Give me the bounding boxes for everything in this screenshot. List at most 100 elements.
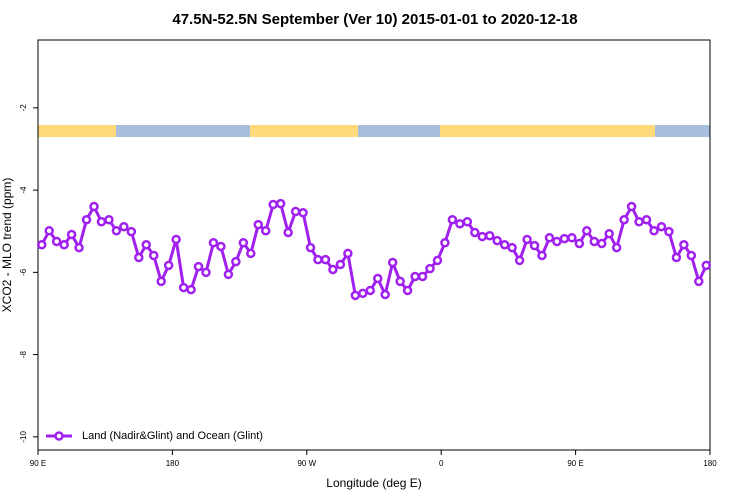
data-point — [89, 201, 99, 212]
data-point — [320, 254, 331, 265]
data-point — [425, 263, 435, 274]
data-point — [656, 221, 667, 232]
data-point — [186, 284, 196, 295]
data-point — [178, 282, 189, 293]
data-point — [81, 214, 92, 225]
data-point — [462, 217, 473, 227]
y-tick-label: -2 — [19, 104, 28, 112]
data-point — [701, 260, 712, 271]
data-point — [604, 228, 614, 239]
data-point — [358, 288, 368, 299]
data-point — [246, 248, 256, 259]
data-point — [544, 233, 555, 243]
data-point — [104, 214, 114, 225]
y-tick-label: -10 — [19, 431, 28, 443]
data-point — [335, 259, 346, 270]
land-band — [440, 125, 655, 137]
data-point — [455, 219, 465, 229]
data-point — [380, 289, 390, 300]
data-point — [163, 260, 174, 271]
data-point — [126, 226, 137, 237]
data-point — [417, 271, 428, 282]
x-tick-label: 90 W — [297, 459, 316, 468]
data-point — [582, 226, 592, 236]
data-point — [51, 236, 62, 247]
x-tick-label: 90 E — [567, 459, 583, 468]
data-point — [395, 276, 405, 287]
data-point — [619, 214, 629, 225]
data-point — [238, 237, 249, 248]
data-point — [290, 206, 301, 217]
data-point — [410, 271, 420, 282]
x-tick-label: 0 — [439, 459, 444, 468]
data-point — [141, 240, 152, 250]
data-point — [447, 214, 458, 225]
data-point — [171, 234, 181, 245]
data-point — [328, 264, 338, 275]
legend-marker — [54, 431, 64, 441]
data-point — [305, 242, 316, 253]
chart-title: 47.5N-52.5N September (Ver 10) 2015-01-0… — [172, 11, 577, 28]
data-point — [522, 234, 532, 245]
y-tick-label: -6 — [19, 268, 28, 276]
data-point — [559, 233, 570, 244]
land-band — [250, 125, 358, 137]
data-point — [552, 236, 562, 247]
data-point — [507, 242, 517, 253]
data-point — [111, 226, 122, 236]
data-point — [343, 248, 353, 259]
data-point — [275, 198, 286, 209]
data-point — [156, 276, 166, 287]
land-band — [38, 125, 116, 137]
data-point — [514, 255, 525, 266]
x-tick-label: 180 — [703, 459, 717, 468]
data-point — [492, 235, 502, 246]
data-point — [66, 229, 77, 240]
data-point — [119, 221, 129, 232]
data-point — [634, 217, 644, 227]
legend-label: Land (Nadir&Glint) and Ocean (Glint) — [82, 430, 263, 442]
data-point — [350, 290, 361, 301]
data-point — [208, 237, 219, 248]
data-point — [36, 240, 47, 250]
data-point — [574, 238, 585, 249]
data-point — [193, 261, 204, 272]
land-ocean-strip — [38, 125, 710, 137]
data-point — [96, 217, 107, 227]
data-point — [694, 276, 704, 287]
data-point — [484, 230, 495, 241]
data-point — [201, 267, 211, 278]
data-point — [44, 226, 54, 236]
data-point — [59, 240, 69, 250]
data-point — [283, 227, 293, 238]
data-point — [626, 201, 637, 212]
data-point — [641, 214, 652, 225]
data-point — [477, 231, 488, 242]
data-point — [440, 237, 450, 248]
data-point — [223, 269, 234, 280]
x-tick-label: 90 E — [30, 459, 46, 468]
data-point — [216, 241, 226, 252]
data-point — [253, 219, 264, 230]
data-point — [686, 250, 697, 261]
data-point — [567, 233, 577, 243]
y-tick-label: -4 — [19, 186, 28, 194]
data-point — [649, 226, 659, 236]
data-point — [499, 240, 510, 250]
data-point — [365, 285, 376, 296]
data-point — [596, 238, 607, 249]
data-point — [268, 199, 278, 210]
x-axis-label: Longitude (deg E) — [326, 476, 421, 490]
data-point — [537, 250, 547, 261]
data-point — [402, 285, 413, 296]
data-point — [74, 242, 84, 253]
data-point — [679, 240, 689, 250]
x-tick-label: 180 — [166, 459, 180, 468]
data-point — [611, 242, 622, 253]
y-tick-label: -8 — [19, 350, 28, 358]
data-point — [664, 226, 674, 237]
data-point — [313, 254, 323, 265]
data-point — [148, 250, 159, 261]
data-point — [260, 226, 271, 236]
